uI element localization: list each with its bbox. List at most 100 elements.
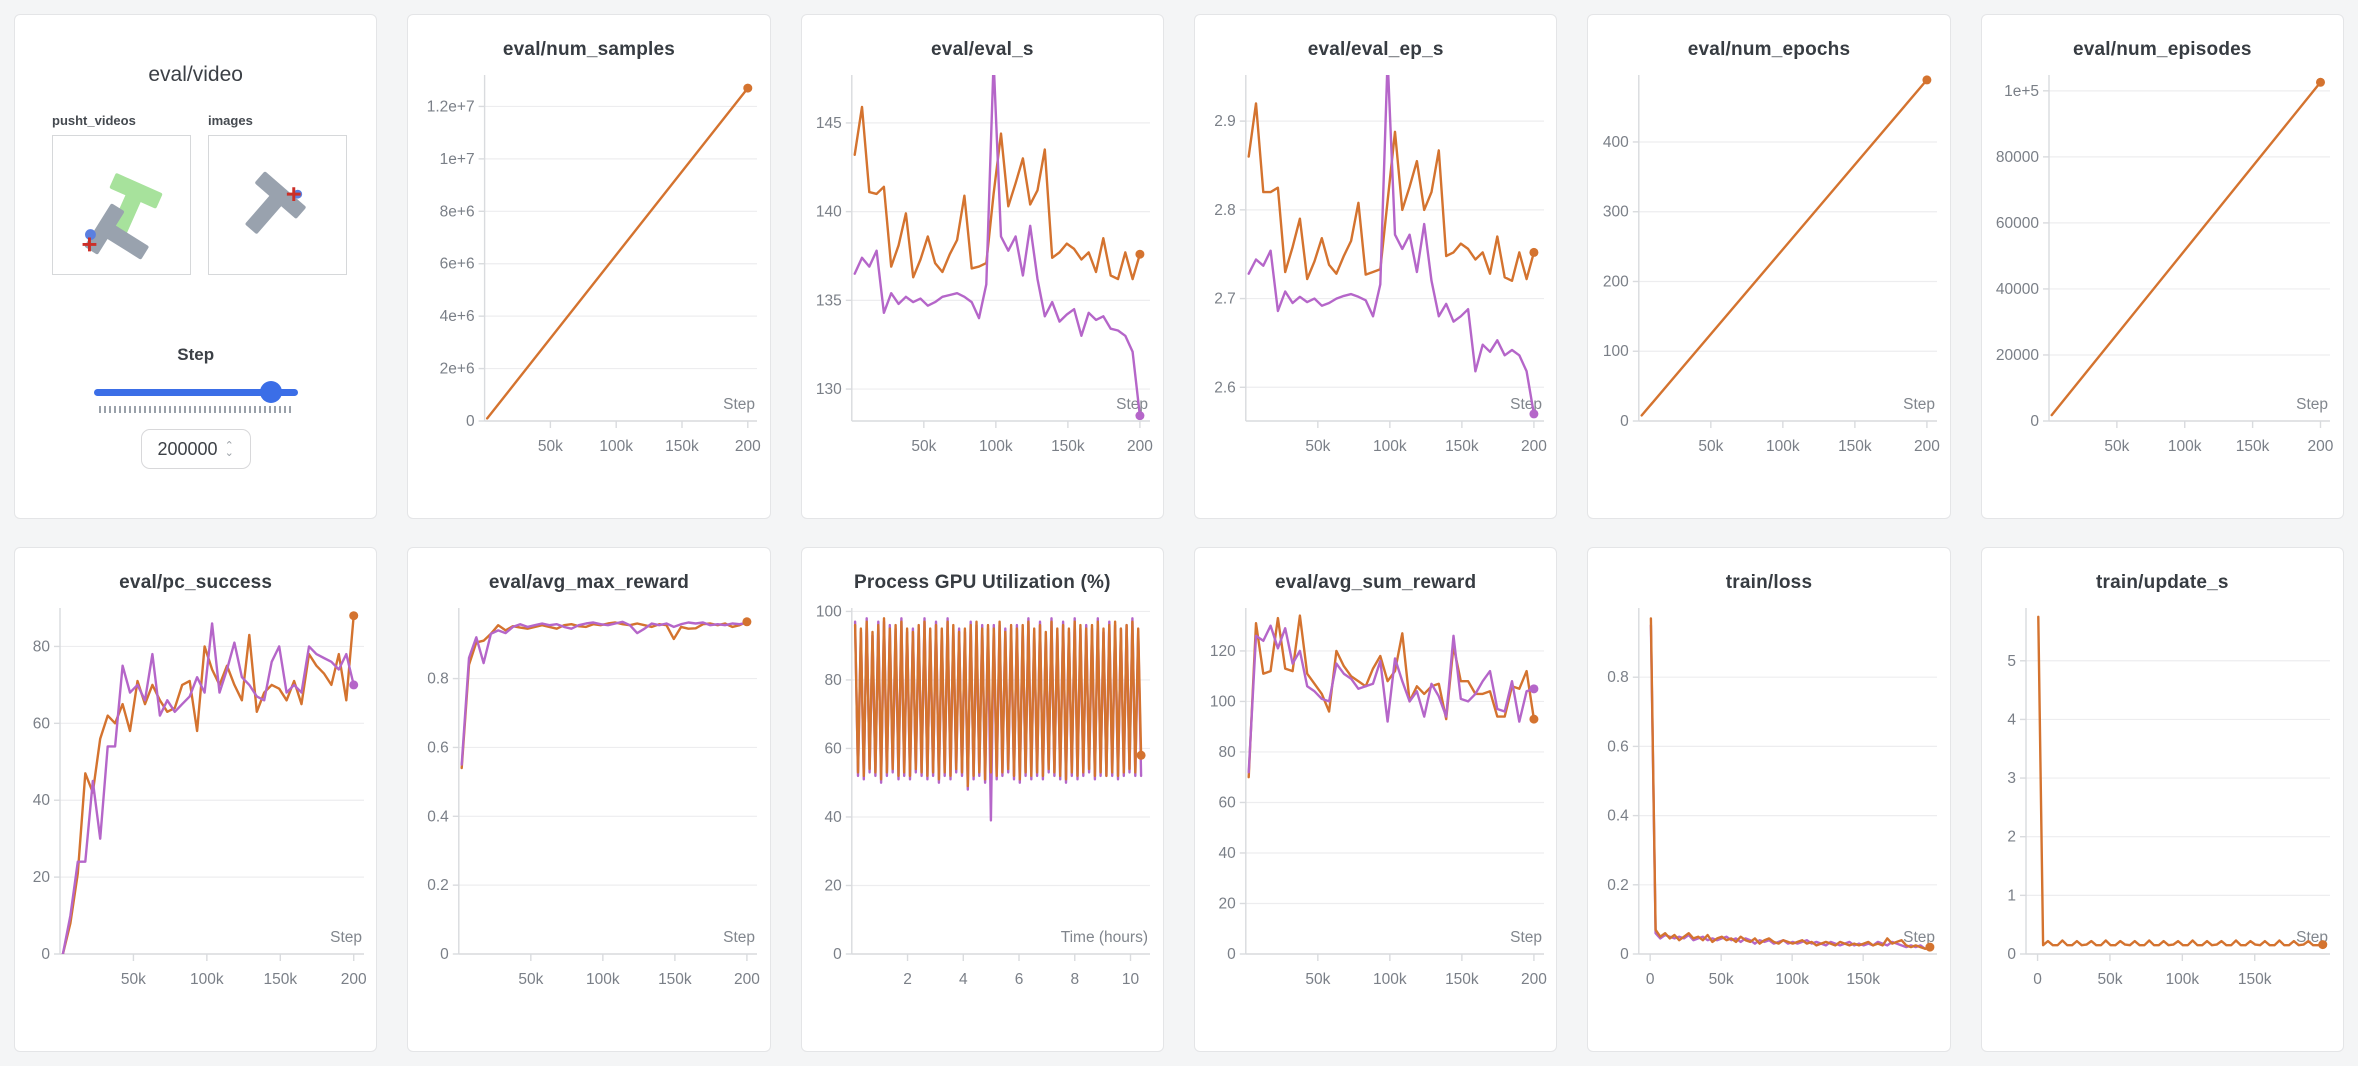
chart-title: train/update_s (2095, 572, 2229, 593)
increment-icon[interactable]: ⌃ (224, 439, 234, 452)
svg-text:120: 120 (1210, 643, 1236, 660)
svg-text:2.8: 2.8 (1214, 202, 1236, 219)
stepper-arrows[interactable]: ⌃ ⌄ (224, 439, 234, 459)
step-value-input[interactable]: 200000 ⌃ ⌄ (140, 429, 251, 469)
pusht-scene-image (82, 173, 163, 260)
svg-text:2.9: 2.9 (1214, 113, 1236, 130)
svg-text:0.4: 0.4 (427, 808, 449, 825)
chart-canvas[interactable]: 0 0.2 0.4 0.6 0.8 0 50k 100k 150k Step (1589, 602, 1949, 996)
svg-text:Step: Step (723, 929, 755, 946)
svg-text:60: 60 (1218, 794, 1236, 811)
svg-text:10: 10 (1122, 971, 1140, 988)
chart-canvas[interactable]: 0 20000 40000 60000 80000 1e+5 50k 100k 150k 200 S… (1982, 69, 2342, 463)
svg-text:0.8: 0.8 (427, 671, 449, 688)
chart-canvas[interactable]: 130 135 140 145 50k 100k 150k 200 Step (802, 69, 1162, 463)
svg-text:Step: Step (723, 396, 755, 413)
svg-text:40: 40 (1218, 845, 1236, 862)
svg-text:100: 100 (1603, 343, 1629, 360)
svg-text:0: 0 (2008, 946, 2017, 963)
step-slider[interactable] (93, 381, 298, 403)
chart-title: train/loss (1725, 572, 1813, 593)
svg-text:2: 2 (904, 971, 913, 988)
step-slider-track[interactable] (93, 389, 298, 396)
svg-text:Step: Step (1903, 929, 1935, 946)
svg-text:50k: 50k (1305, 971, 1330, 988)
decrement-icon[interactable]: ⌄ (224, 446, 234, 459)
chart-canvas[interactable]: 2.6 2.7 2.8 2.9 50k 100k 150k 200 Step (1196, 69, 1556, 463)
svg-text:Step: Step (1903, 396, 1935, 413)
svg-text:100: 100 (1210, 693, 1236, 710)
chart-panel: eval/num_episodes 0 20000 40000 60000 80000 1… (1980, 14, 2344, 519)
svg-text:50k: 50k (518, 971, 543, 988)
svg-text:20000: 20000 (1996, 347, 2039, 364)
svg-text:150k: 150k (263, 971, 297, 988)
svg-text:60000: 60000 (1996, 215, 2039, 232)
video-panel: eval/video pusht_videos (14, 14, 378, 519)
chart-canvas[interactable]: 0 20 40 60 80 100 120 50k 100k 150k 200 Step (1196, 602, 1556, 996)
svg-text:60: 60 (825, 740, 843, 757)
svg-text:60: 60 (32, 715, 50, 732)
svg-text:150k: 150k (658, 971, 692, 988)
svg-text:2e+6: 2e+6 (440, 361, 475, 378)
svg-text:0: 0 (2031, 413, 2040, 430)
svg-text:2.7: 2.7 (1214, 291, 1236, 308)
svg-text:2.6: 2.6 (1214, 379, 1236, 396)
svg-text:50k: 50k (2098, 971, 2123, 988)
svg-text:300: 300 (1603, 204, 1629, 221)
step-slider-tick-marks (99, 406, 293, 413)
chart-canvas[interactable]: 0 20 40 60 80 100 2 4 6 8 10 Time (hours) (802, 602, 1162, 996)
svg-text:3: 3 (2008, 770, 2017, 787)
svg-text:1e+7: 1e+7 (440, 151, 475, 168)
video-panel-title: eval/video (148, 63, 243, 86)
svg-text:50k: 50k (1709, 971, 1734, 988)
chart-panel: eval/eval_s 130 135 140 145 50k 100k 150k 200 St… (800, 14, 1164, 519)
svg-text:80: 80 (1218, 744, 1236, 761)
chart-title: eval/pc_success (119, 572, 273, 593)
chart-title: eval/eval_s (931, 39, 1034, 60)
svg-text:0: 0 (834, 946, 843, 963)
svg-text:150k: 150k (1838, 438, 1872, 455)
chart-canvas[interactable]: 0 20 40 60 80 50k 100k 150k 200 Step (16, 602, 376, 996)
svg-text:0.6: 0.6 (1607, 738, 1629, 755)
svg-text:1e+5: 1e+5 (2004, 83, 2039, 100)
svg-text:150k: 150k (1445, 971, 1479, 988)
svg-text:0.2: 0.2 (427, 877, 449, 894)
chart-canvas[interactable]: 0 2e+6 4e+6 6e+6 8e+6 1e+7 1.2e+7 50k 100k 150k 20… (409, 69, 769, 463)
chart-canvas[interactable]: 0 0.2 0.4 0.6 0.8 50k 100k 150k 200 Step (409, 602, 769, 996)
svg-text:150k: 150k (1051, 438, 1085, 455)
svg-text:Step: Step (1116, 396, 1148, 413)
chart-panel: train/loss 0 0.2 0.4 0.6 0.8 0 50k 100k 150k Step (1587, 547, 1951, 1052)
images-thumbnail[interactable] (208, 135, 347, 275)
pusht-video-thumbnail[interactable] (52, 135, 191, 275)
svg-text:200: 200 (1127, 438, 1153, 455)
svg-text:1: 1 (2008, 887, 2017, 904)
chart-canvas[interactable]: 0 100 200 300 400 50k 100k 150k 200 Step (1589, 69, 1949, 463)
svg-text:6e+6: 6e+6 (440, 256, 475, 273)
svg-text:100k: 100k (190, 971, 224, 988)
svg-text:200: 200 (2308, 438, 2334, 455)
svg-text:140: 140 (816, 204, 842, 221)
chart-title: eval/avg_sum_reward (1275, 572, 1477, 593)
svg-text:8: 8 (1071, 971, 1080, 988)
svg-text:80000: 80000 (1996, 149, 2039, 166)
svg-text:0.2: 0.2 (1607, 877, 1629, 894)
svg-text:0: 0 (1227, 946, 1236, 963)
svg-text:135: 135 (816, 292, 842, 309)
chart-panel: eval/eval_ep_s 2.6 2.7 2.8 2.9 50k 100k 150k 20… (1194, 14, 1558, 519)
svg-text:0.6: 0.6 (427, 739, 449, 756)
svg-text:4: 4 (959, 971, 968, 988)
svg-text:Step: Step (2296, 396, 2328, 413)
svg-text:0: 0 (440, 946, 449, 963)
thumbnail-row: pusht_videos (52, 113, 376, 275)
svg-text:0: 0 (1620, 413, 1629, 430)
svg-text:100k: 100k (1373, 438, 1407, 455)
step-value: 200000 (157, 438, 218, 459)
svg-text:100k: 100k (599, 438, 633, 455)
svg-text:6: 6 (1015, 971, 1024, 988)
svg-text:Step: Step (1510, 929, 1542, 946)
svg-text:20: 20 (32, 869, 50, 886)
svg-text:0: 0 (466, 413, 475, 430)
chart-title: eval/num_samples (502, 39, 676, 60)
step-slider-knob[interactable] (260, 381, 283, 403)
